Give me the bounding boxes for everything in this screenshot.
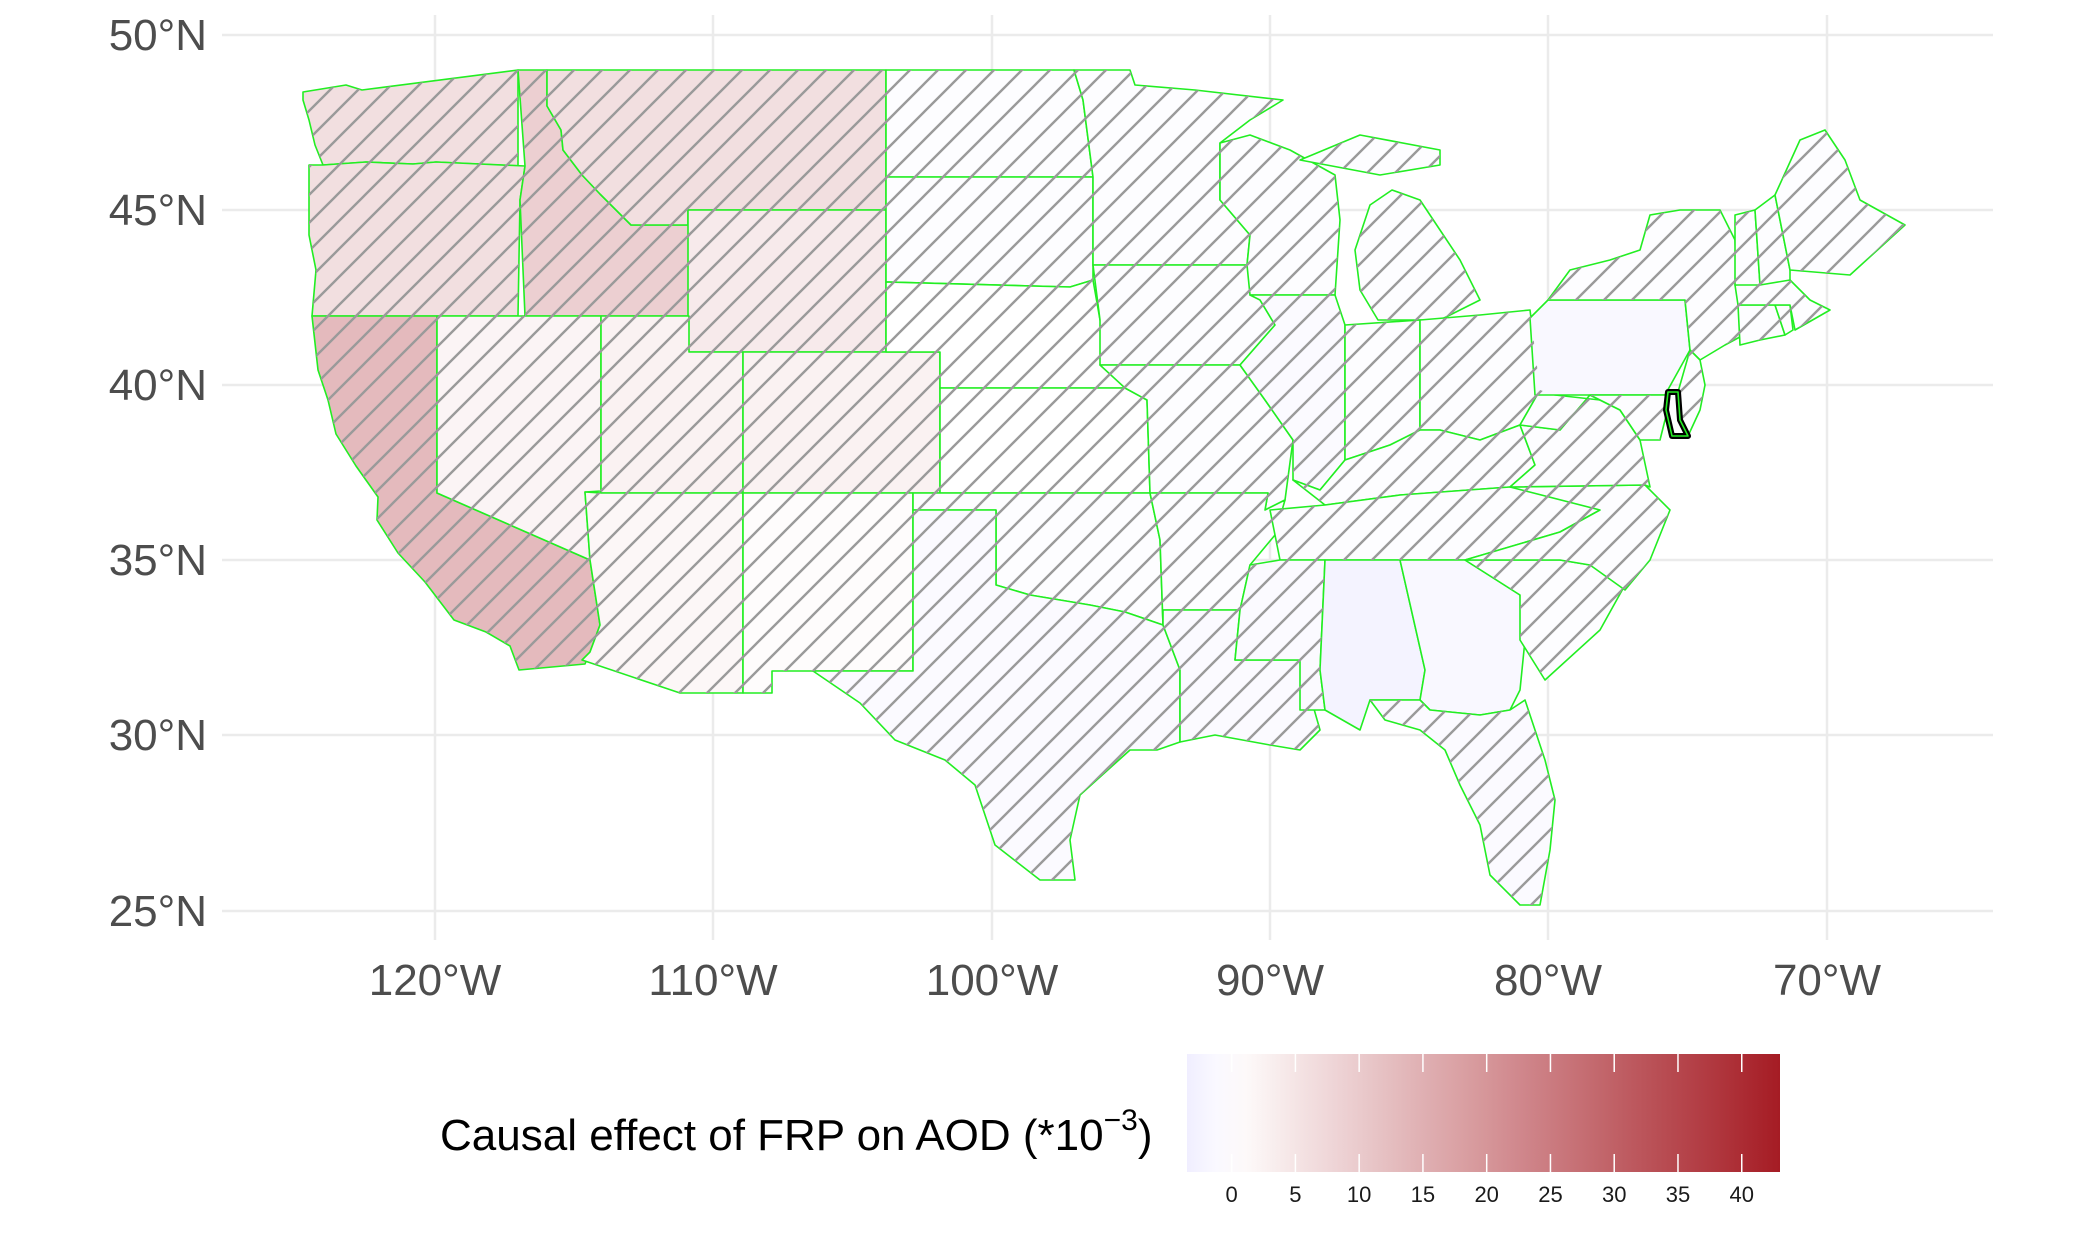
x-tick-label: 110°W: [648, 956, 778, 1005]
legend-tick-label: 15: [1411, 1182, 1435, 1207]
x-tick-label: 90°W: [1216, 956, 1325, 1005]
state-florida[interactable]: [1369, 699, 1556, 906]
state-washington[interactable]: [302, 69, 519, 167]
legend-tick-label: 10: [1347, 1182, 1371, 1207]
legend-tick-label: 35: [1666, 1182, 1690, 1207]
x-tick-label: 80°W: [1494, 956, 1603, 1005]
state-arizona[interactable]: [581, 491, 744, 694]
x-tick-label: 100°W: [926, 956, 1059, 1005]
state-oregon[interactable]: [308, 161, 526, 317]
state-regions: [302, 69, 1906, 906]
y-tick-label: 50°N: [109, 11, 207, 60]
legend-title-exponent: −3: [1104, 1104, 1138, 1137]
legend-tick-label: 5: [1289, 1182, 1301, 1207]
y-tick-label: 40°N: [109, 361, 207, 410]
legend-title-main: Causal effect of FRP on AOD (*10: [440, 1111, 1104, 1160]
legend-colorbar: [1187, 1054, 1780, 1172]
state-south-dakota[interactable]: [885, 176, 1094, 288]
legend-ticks: 0 5 10 15 20 25 30 35 40: [1226, 1054, 1754, 1207]
legend-tick-label: 30: [1602, 1182, 1626, 1207]
legend-title: Causal effect of FRP on AOD (*10−3): [440, 1104, 1152, 1160]
highlighted-regions: [1663, 389, 1691, 439]
y-tick-label: 45°N: [109, 186, 207, 235]
state-north-dakota[interactable]: [885, 69, 1094, 178]
legend-tick-label: 25: [1538, 1182, 1562, 1207]
legend-tick-label: 0: [1226, 1182, 1238, 1207]
y-axis: 25°N 30°N 35°N 40°N 45°N 50°N: [109, 11, 207, 936]
y-tick-label: 35°N: [109, 536, 207, 585]
legend-tick-label: 40: [1729, 1182, 1753, 1207]
state-new-mexico[interactable]: [742, 492, 914, 694]
y-tick-label: 25°N: [109, 887, 207, 936]
state-maine[interactable]: [1774, 129, 1906, 276]
state-colorado[interactable]: [742, 351, 941, 494]
color-legend: Causal effect of FRP on AOD (*10−3) 0 5 10…: [440, 1054, 1780, 1207]
x-tick-label: 120°W: [369, 956, 502, 1005]
x-axis: 120°W 110°W 100°W 90°W 80°W 70°W: [369, 956, 1882, 1005]
state-pennsylvania[interactable]: [1529, 299, 1691, 396]
legend-title-close: ): [1138, 1111, 1153, 1160]
x-tick-label: 70°W: [1773, 956, 1882, 1005]
y-tick-label: 30°N: [109, 711, 207, 760]
state-wyoming[interactable]: [687, 209, 887, 353]
state-kansas[interactable]: [939, 387, 1151, 494]
legend-tick-label: 20: [1474, 1182, 1498, 1207]
highlight-inner-delaware: [1665, 391, 1689, 437]
